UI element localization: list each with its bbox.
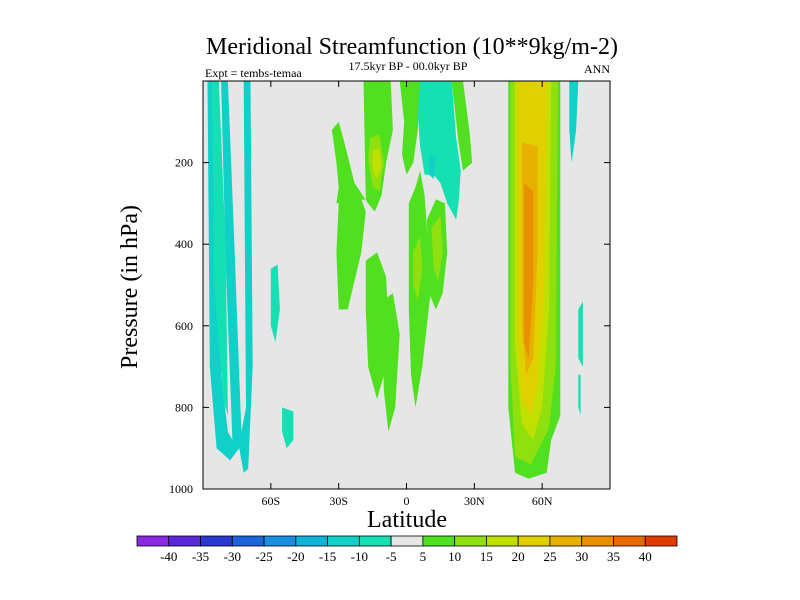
colorbar-label: 30 <box>575 549 588 564</box>
contour-region-24 <box>569 81 579 163</box>
colorbar-label: 10 <box>448 549 461 564</box>
colorbar-box-14 <box>581 535 614 547</box>
contour-region-2 <box>270 264 280 343</box>
contour-region-13 <box>429 154 436 179</box>
y-tick-label: 200 <box>175 156 193 170</box>
chart-title: Meridional Streamfunction (10**9kg/m-2) <box>206 34 618 60</box>
colorbar-box-1 <box>168 535 201 547</box>
x-axis-label: Latitude <box>367 507 447 533</box>
colorbar-label: -10 <box>351 549 368 564</box>
contour-region-0 <box>207 81 253 473</box>
colorbar-box-15 <box>613 535 646 547</box>
colorbar-label: 20 <box>512 549 525 564</box>
x-tick-label: 30N <box>464 494 485 508</box>
x-tick-label: 30S <box>329 494 348 508</box>
colorbar-label: 5 <box>420 549 427 564</box>
y-tick-label: 1000 <box>169 482 193 496</box>
contour-region-3 <box>282 407 294 449</box>
colorbar-label: 40 <box>639 549 652 564</box>
contour-region-12 <box>451 81 473 171</box>
colorbar-box-13 <box>549 535 583 547</box>
contour-regions <box>207 81 583 479</box>
colorbar-box-16 <box>644 535 678 547</box>
colorbar-label: -20 <box>287 549 304 564</box>
colorbar-label: 35 <box>607 549 620 564</box>
contour-region-1 <box>212 81 228 416</box>
colorbar-box-8 <box>390 535 424 547</box>
contour-region-9 <box>408 170 432 408</box>
colorbar-box-4 <box>263 535 297 547</box>
contour-region-7 <box>381 293 400 432</box>
colorbar-label: -15 <box>319 549 336 564</box>
colorbar-box-5 <box>295 535 328 547</box>
colorbar-label: 25 <box>543 549 556 564</box>
contour-region-8 <box>399 81 421 175</box>
colorbar-label: -30 <box>224 549 241 564</box>
x-axis-ticks: 60S 30S 0 30N 60N <box>261 81 553 508</box>
colorbar-box-12 <box>517 535 551 547</box>
y-tick-label: 800 <box>175 400 193 414</box>
season-note: ANN <box>584 62 610 76</box>
contour-region-25 <box>578 301 583 367</box>
colorbar-box-3 <box>231 535 265 547</box>
contour-region-22 <box>431 215 443 281</box>
colorbar-label: -25 <box>255 549 272 564</box>
contour-region-23 <box>413 236 423 302</box>
experiment-note: Expt = tembs-temaa <box>205 66 302 80</box>
contour-region-26 <box>578 374 581 416</box>
x-tick-label: 0 <box>404 494 410 508</box>
contour-region-19 <box>524 183 534 359</box>
colorbar: -40 -35 -30 -25 -20 -15 -10 -5 5 10 15 20 25 30 35 40 <box>136 535 678 564</box>
plot-area: 60S 30S 0 30N 60N 200 400 600 800 1000 <box>169 80 611 508</box>
colorbar-box-6 <box>327 535 360 547</box>
y-axis-ticks: 200 400 600 800 1000 <box>169 156 610 496</box>
colorbar-label: -40 <box>160 549 177 564</box>
y-tick-label: 600 <box>175 319 193 333</box>
contour-region-11 <box>417 81 461 220</box>
colorbar-label: 15 <box>480 549 493 564</box>
colorbar-box-2 <box>200 535 233 547</box>
contour-region-5 <box>336 187 366 310</box>
y-tick-label: 400 <box>175 237 193 251</box>
contour-region-21 <box>372 148 382 179</box>
colorbar-box-11 <box>486 535 519 547</box>
colorbar-box-0 <box>136 535 170 547</box>
colorbar-label: -5 <box>386 549 397 564</box>
colorbar-box-10 <box>454 535 487 547</box>
colorbar-box-9 <box>422 535 456 547</box>
x-tick-label: 60S <box>261 494 280 508</box>
y-axis-label: Pressure (in hPa) <box>117 205 143 369</box>
colorbar-label: -35 <box>192 549 209 564</box>
contour-region-6 <box>365 252 389 400</box>
colorbar-box-7 <box>358 535 392 547</box>
x-tick-label: 60N <box>532 494 553 508</box>
chart-subtitle: 17.5kyr BP - 00.0kyr BP <box>349 59 468 73</box>
